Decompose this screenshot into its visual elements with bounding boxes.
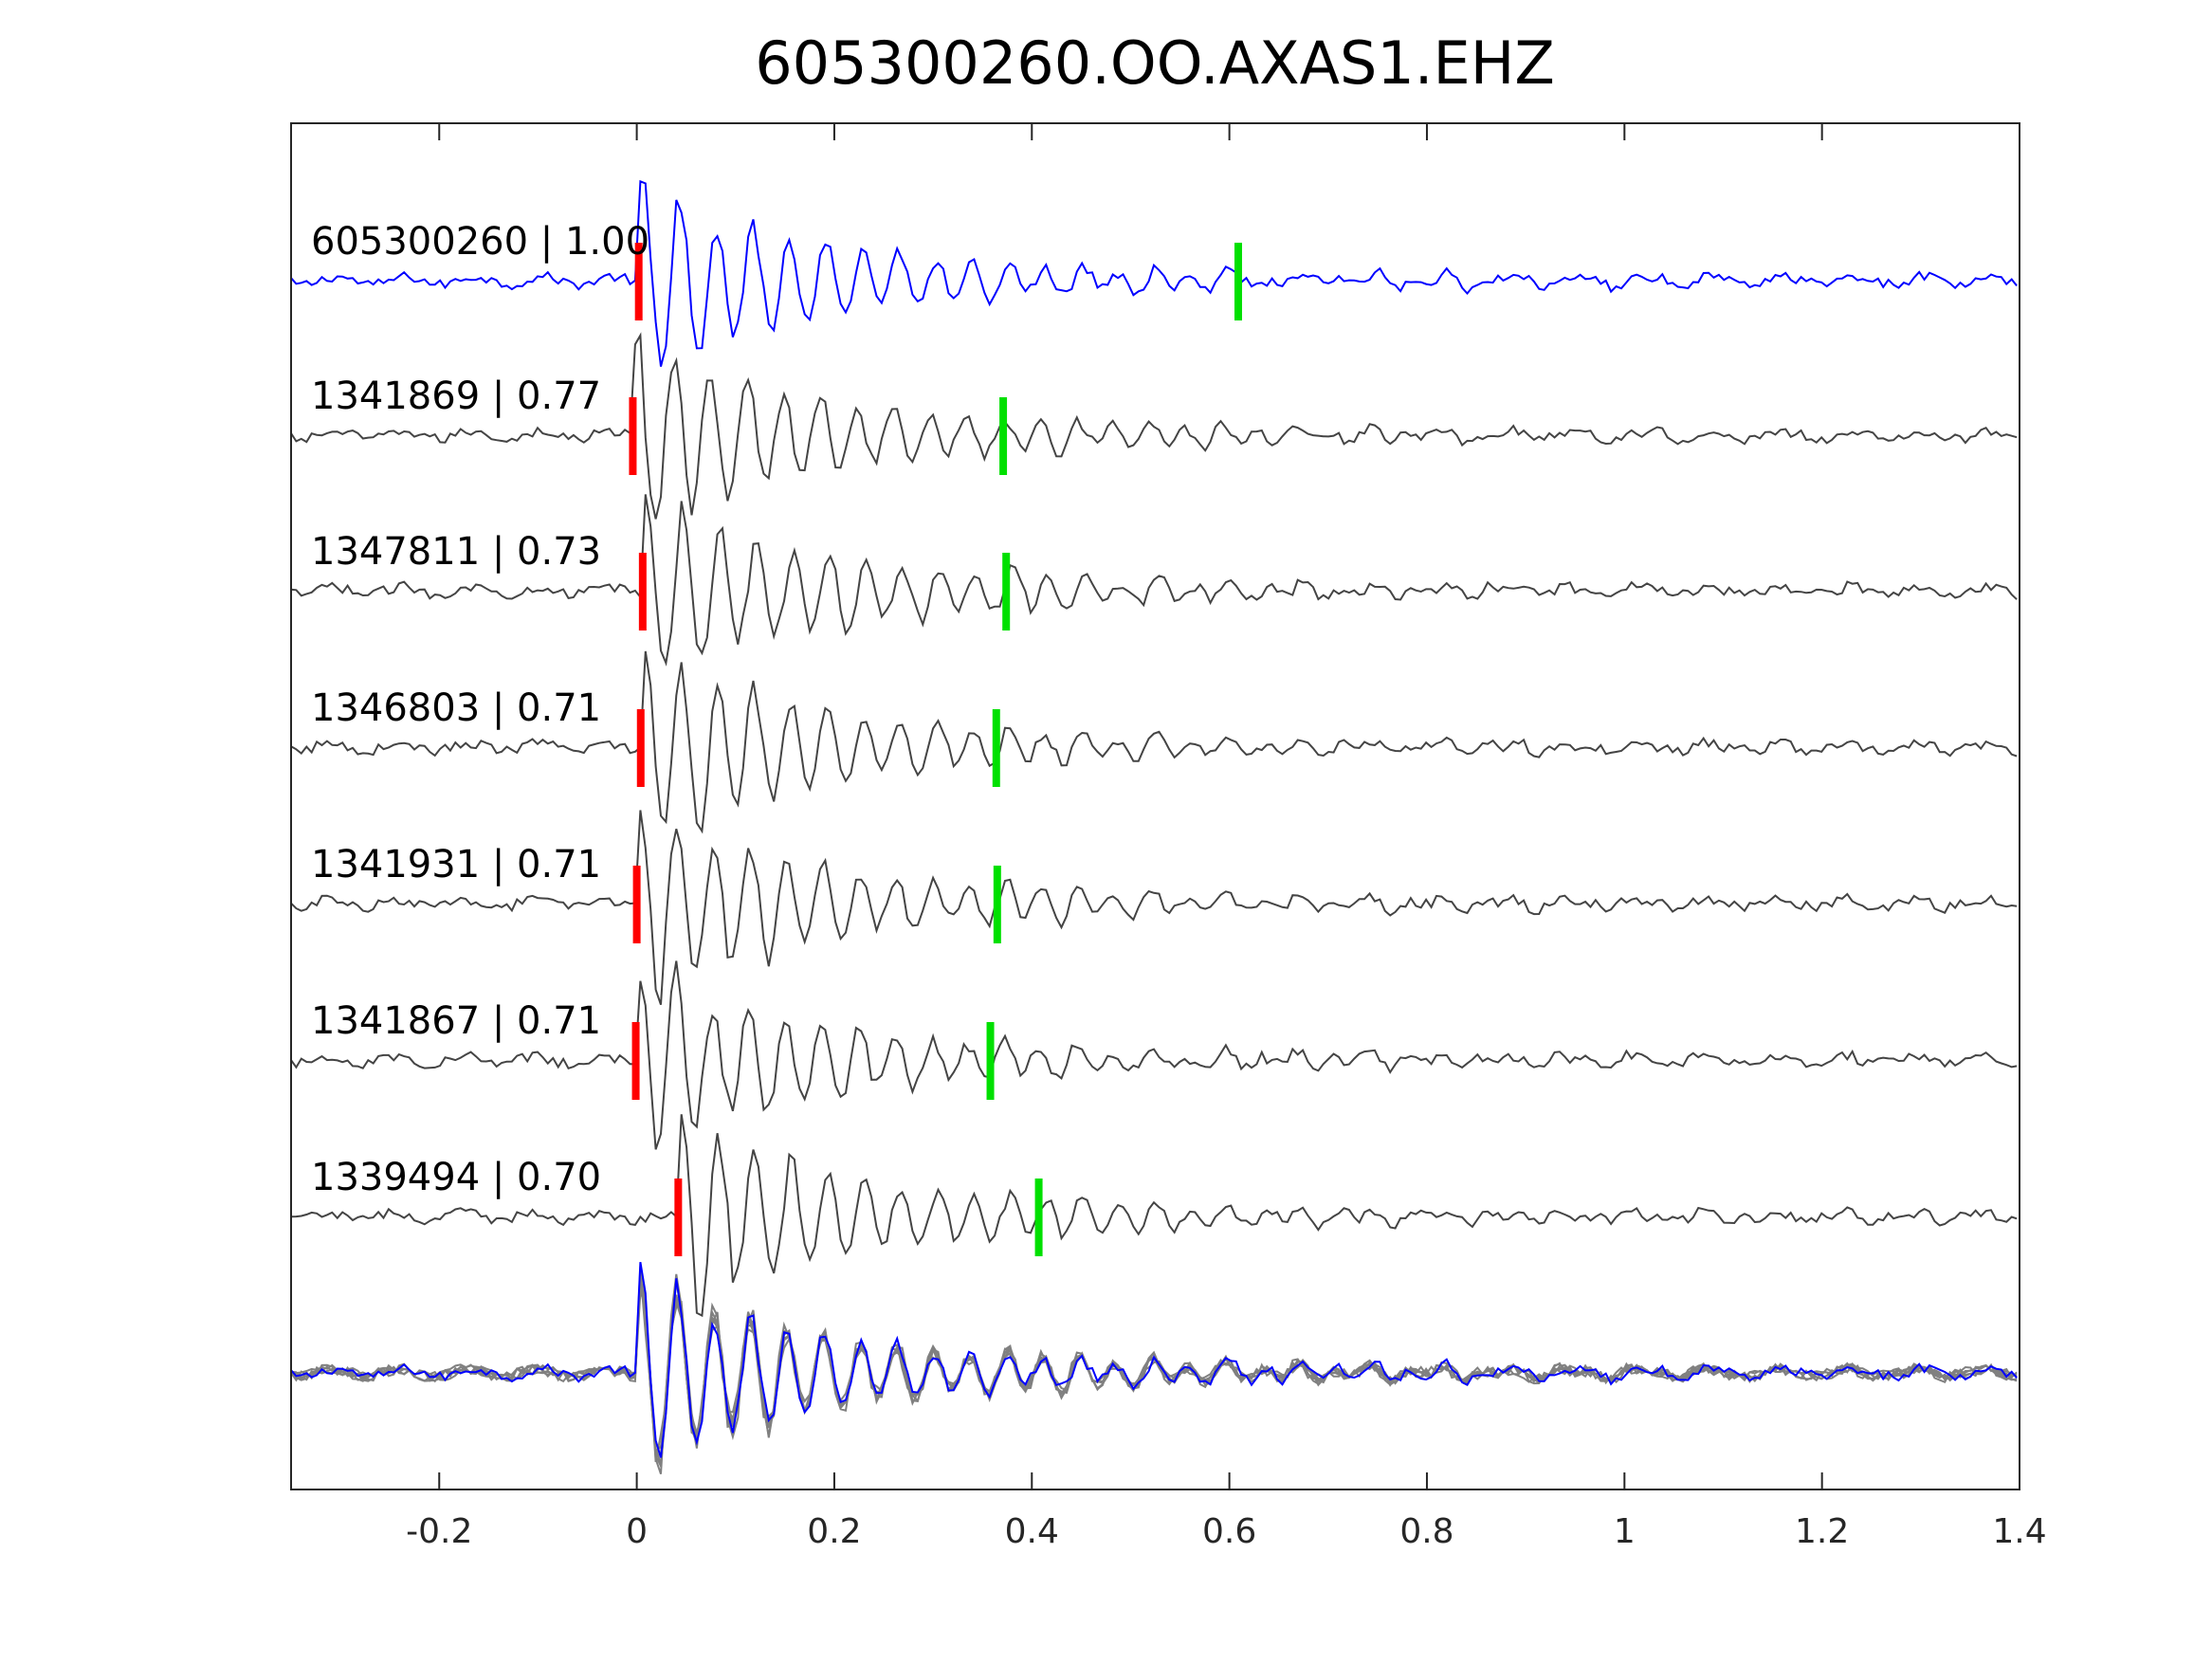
p-pick-marker	[631, 1022, 640, 1100]
x-tick-label: 1.4	[1992, 1512, 2046, 1551]
x-tick-label: 0.4	[1005, 1512, 1059, 1551]
p-pick-marker	[674, 1179, 683, 1256]
waveform-trace-605300260	[290, 179, 2018, 367]
x-tick-label: 1	[1614, 1512, 1636, 1551]
stacked-trace-1341867	[290, 1273, 2018, 1457]
trace-label: 1341869 | 0.77	[311, 375, 601, 418]
plot-area-frame	[290, 122, 2020, 1490]
waveform-trace-1341869	[290, 332, 2018, 520]
traces-group	[290, 179, 2018, 1475]
waveform-trace-1346803	[290, 650, 2018, 834]
s-pick-marker	[1034, 1179, 1043, 1256]
s-pick-marker	[1002, 553, 1011, 630]
waveform-trace-1341867	[290, 960, 2018, 1150]
trace-label: 1339494 | 0.70	[311, 1156, 601, 1199]
x-tick-label: 0.8	[1399, 1512, 1453, 1551]
s-pick-marker	[999, 397, 1008, 475]
x-tick-label: -0.2	[406, 1512, 472, 1551]
trace-label: 1341867 | 0.71	[311, 999, 601, 1043]
p-pick-marker	[634, 243, 643, 320]
s-pick-marker	[1234, 243, 1243, 320]
trace-labels: 605300260 | 1.00 1341869 | 0.77 1347811 | …	[311, 220, 649, 1199]
s-pick-marker	[993, 866, 1001, 943]
p-pick-marker	[638, 553, 647, 630]
trace-label: 1347811 | 0.73	[311, 530, 601, 574]
p-pick-marker	[632, 866, 641, 943]
s-pick-marker	[986, 1022, 995, 1100]
stacked-trace-1341869	[290, 1274, 2018, 1465]
p-pick-marker	[629, 397, 637, 475]
x-tick-label: 1.2	[1795, 1512, 1849, 1551]
trace-label: 1341931 | 0.71	[311, 843, 601, 886]
waveform-trace-1347811	[290, 494, 2018, 667]
stacked-template-trace	[290, 1262, 2018, 1458]
stacked-trace-1339494	[290, 1270, 2018, 1463]
x-tick-label: 0	[626, 1512, 648, 1551]
s-pick-marker	[992, 709, 1000, 787]
p-pick-marker	[636, 709, 645, 787]
x-axis: -0.2 0 0.2 0.4 0.6 0.8 1 1.2 1.4	[406, 123, 2047, 1551]
chart-title: 605300260.OO.AXAS1.EHZ	[755, 28, 1555, 98]
x-tick-label: 0.6	[1202, 1512, 1256, 1551]
x-tick-label: 0.2	[807, 1512, 861, 1551]
waveform-trace-1341931	[290, 810, 2018, 1006]
waveform-trace-1339494	[290, 1114, 2018, 1318]
trace-label: 605300260 | 1.00	[311, 220, 649, 264]
trace-label: 1346803 | 0.71	[311, 686, 601, 730]
